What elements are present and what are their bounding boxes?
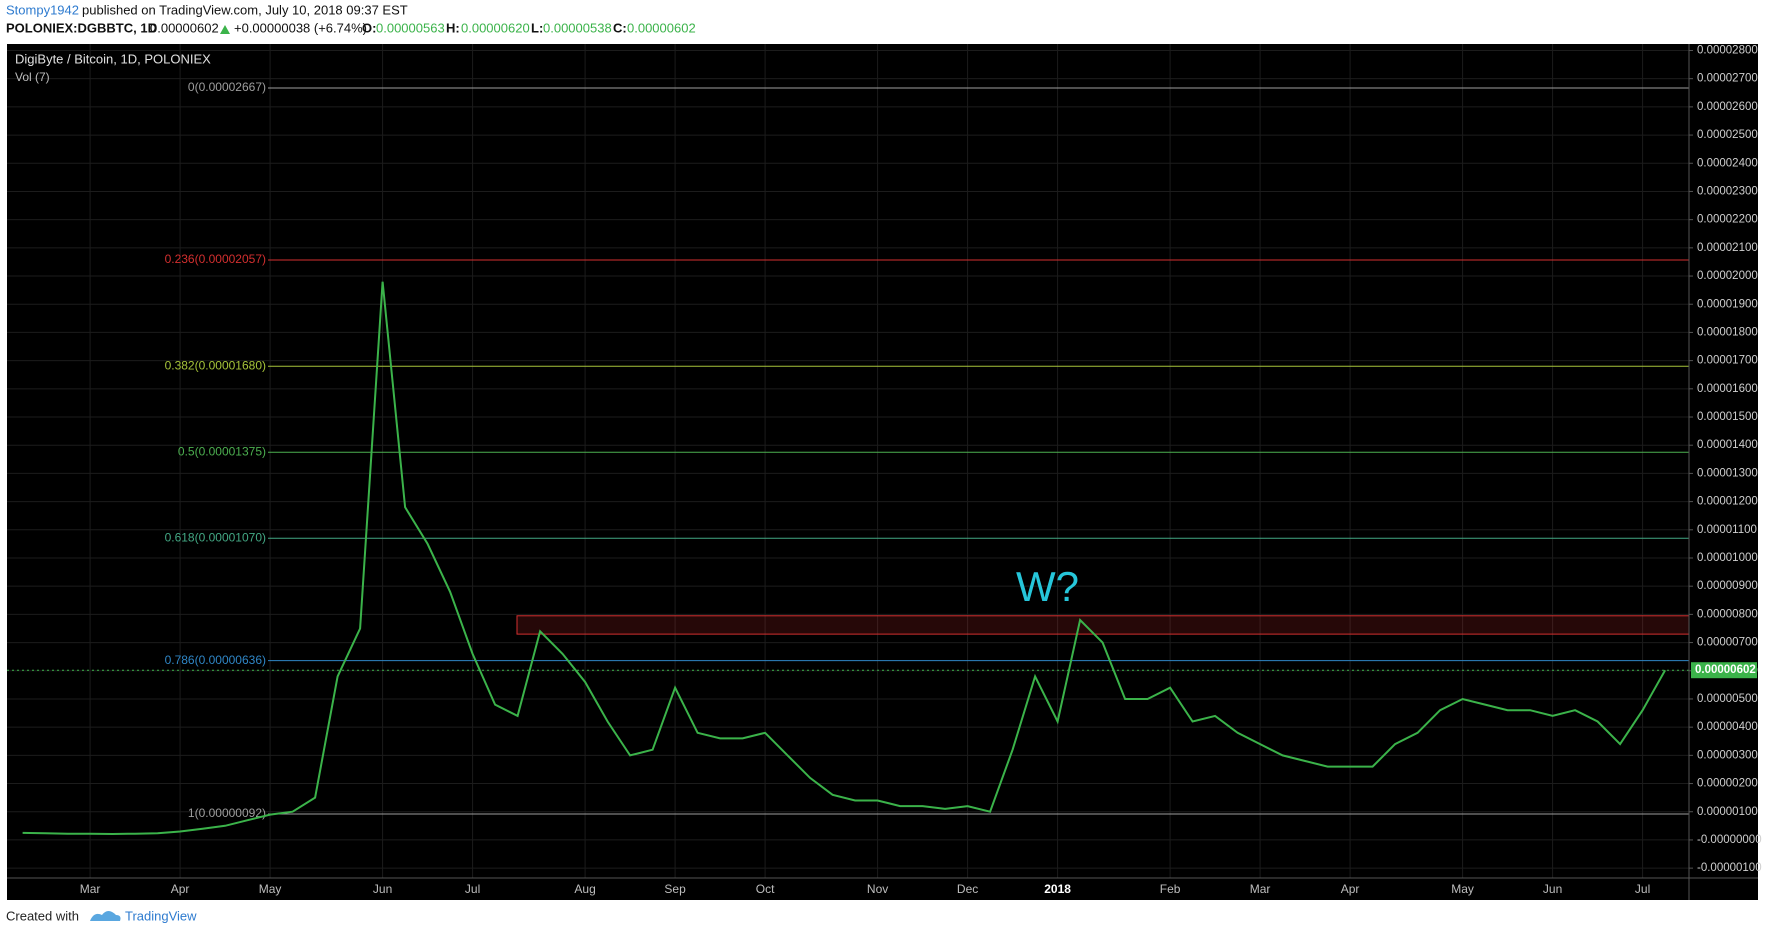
x-tick-label: Dec xyxy=(957,882,978,896)
last-price-tag xyxy=(1691,662,1757,679)
y-tick-label: 0.00001800 xyxy=(1697,326,1758,338)
volume-label: Vol (7) xyxy=(15,70,50,84)
y-tick-label: 0.00002300 xyxy=(1697,185,1758,197)
y-tick-label: 0.00000700 xyxy=(1697,637,1758,649)
y-tick-label: 0.00000300 xyxy=(1697,749,1758,761)
x-tick-label: 2018 xyxy=(1044,882,1071,896)
x-tick-label: Aug xyxy=(574,882,595,896)
x-tick-label: Oct xyxy=(756,882,775,896)
y-tick-label: 0.00001600 xyxy=(1697,383,1758,395)
y-tick-label: 0.00002700 xyxy=(1697,73,1758,85)
x-tick-label: Jul xyxy=(465,882,480,896)
y-tick-label: 0.00001500 xyxy=(1697,411,1758,423)
chart-title: DigiByte / Bitcoin, 1D, POLONIEX xyxy=(15,51,211,66)
close-label: C: xyxy=(613,20,627,35)
price-line xyxy=(22,281,1666,836)
x-tick-label: Jul xyxy=(1635,882,1650,896)
open-label: O: xyxy=(362,20,376,35)
x-tick-label: Nov xyxy=(867,882,888,896)
fib-label: 0.5(0.00001375) xyxy=(178,444,266,458)
y-tick-label: 0.00001200 xyxy=(1697,496,1758,508)
symbol: POLONIEX:DGBBTC, 1D xyxy=(6,20,157,35)
x-tick-label: Jun xyxy=(373,882,392,896)
x-tick-label: May xyxy=(1451,882,1474,896)
fib-label: 0(0.00002667) xyxy=(188,80,266,94)
y-tick-label: 0.00000900 xyxy=(1697,580,1758,592)
x-tick-label: Jun xyxy=(1543,882,1562,896)
annotation: W? xyxy=(1016,563,1079,610)
close: 0.00000602 xyxy=(627,20,696,35)
y-tick-label: 0.00000400 xyxy=(1697,721,1758,733)
fib-label: 0.618(0.00001070) xyxy=(165,530,266,544)
y-tick-label: 0.00002400 xyxy=(1697,157,1758,169)
y-tick-label: 0.00001700 xyxy=(1697,355,1758,367)
x-tick-label: May xyxy=(259,882,282,896)
y-tick-label: 0.00001900 xyxy=(1697,298,1758,310)
x-tick-label: Sep xyxy=(664,882,686,896)
low: 0.00000538 xyxy=(543,20,612,35)
x-tick-label: Mar xyxy=(80,882,101,896)
last-price-label: 0.00000602 xyxy=(1695,664,1756,676)
y-tick-label: 0.00002100 xyxy=(1697,242,1758,254)
y-tick-label: 0.00000100 xyxy=(1697,806,1758,818)
y-tick-label: 0.00000800 xyxy=(1697,608,1758,620)
fib-label: 0.236(0.00002057) xyxy=(165,252,266,266)
x-tick-label: Mar xyxy=(1250,882,1271,896)
open: 0.00000563 xyxy=(376,20,445,35)
x-tick-label: Apr xyxy=(1341,882,1360,896)
y-tick-label: 0.00002800 xyxy=(1697,45,1758,57)
brand[interactable]: TradingView xyxy=(125,908,197,923)
author[interactable]: Stompy1942 xyxy=(6,2,79,17)
plot-background xyxy=(7,44,1758,900)
y-tick-label: 0.00001300 xyxy=(1697,467,1758,479)
created-with: Created with xyxy=(6,908,79,923)
logo xyxy=(90,911,121,921)
low-label: L: xyxy=(531,20,543,35)
published: published on TradingView.com, July 10, 2… xyxy=(82,2,408,17)
fib-label: 0.786(0.00000636) xyxy=(165,653,266,667)
y-tick-label: 0.00001100 xyxy=(1697,524,1757,536)
y-tick-label: 0.00002500 xyxy=(1697,129,1758,141)
fib-label: 0.382(0.00001680) xyxy=(165,358,266,372)
y-tick-label: 0.00001400 xyxy=(1697,439,1758,451)
high: 0.00000620 xyxy=(461,20,530,35)
high-label: H: xyxy=(446,20,460,35)
price: 0.00000602 xyxy=(150,20,219,35)
x-tick-label: Feb xyxy=(1160,882,1181,896)
y-tick-label: -0.00000000 xyxy=(1697,834,1762,846)
y-tick-label: 0.00002000 xyxy=(1697,270,1758,282)
change: +0.00000038 (+6.74%) xyxy=(234,20,367,35)
up-arrow xyxy=(220,25,230,34)
y-tick-label: -0.00000100 xyxy=(1697,862,1762,874)
y-tick-label: 0.00002600 xyxy=(1697,101,1758,113)
fib-label: 1(0.00000092) xyxy=(188,806,266,820)
resistance-zone xyxy=(516,615,1690,635)
x-tick-label: Apr xyxy=(171,882,190,896)
y-tick-label: 0.00002200 xyxy=(1697,214,1758,226)
y-tick-label: 0.00000500 xyxy=(1697,693,1758,705)
y-tick-label: 0.00001000 xyxy=(1697,552,1758,564)
y-tick-label: 0.00000200 xyxy=(1697,778,1758,790)
